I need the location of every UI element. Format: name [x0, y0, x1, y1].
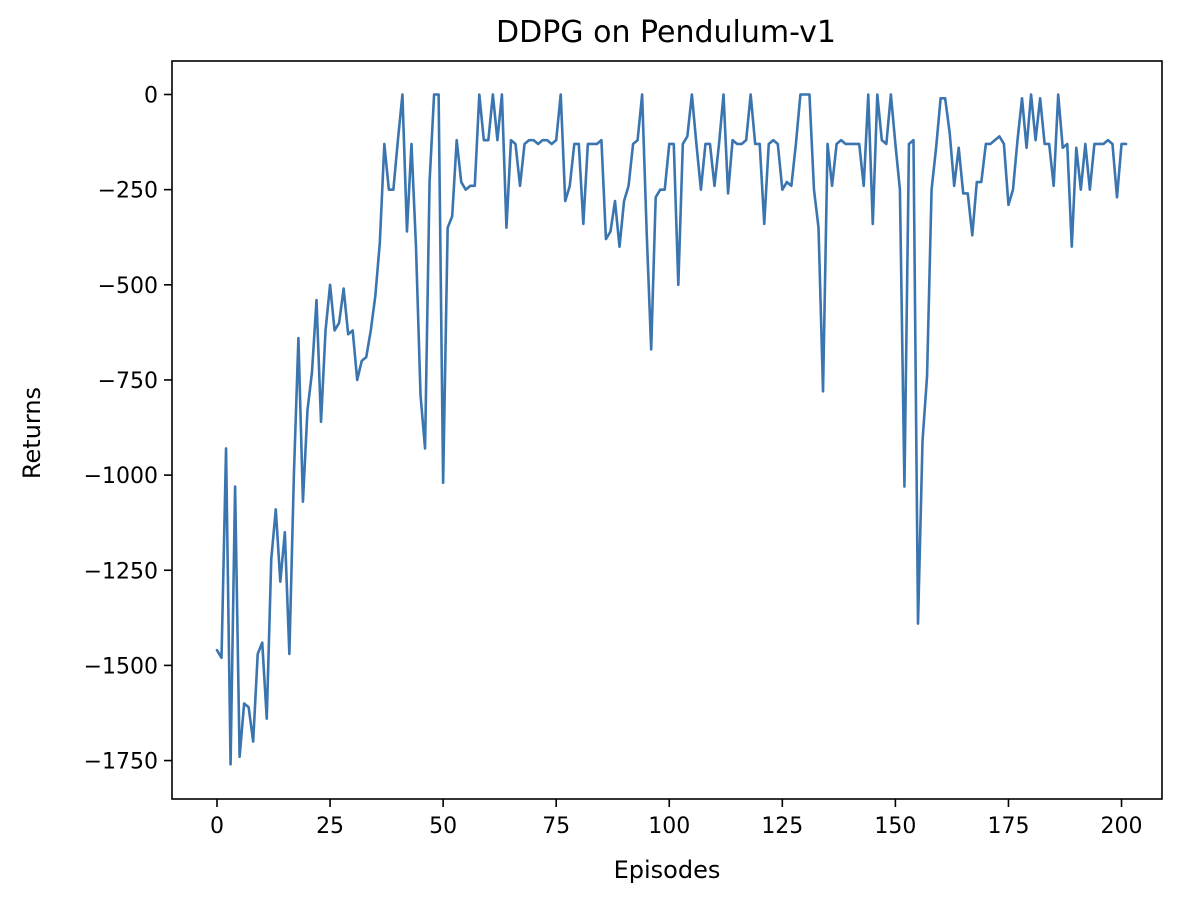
- y-axis-label: Returns: [18, 387, 46, 479]
- chart-title: DDPG on Pendulum-v1: [496, 15, 836, 50]
- x-axis-label: Episodes: [614, 856, 721, 884]
- y-tick-label: −250: [98, 179, 158, 204]
- x-tick-label: 100: [648, 814, 690, 839]
- y-tick-label: −500: [98, 274, 158, 299]
- y-tick-label: −1500: [84, 654, 158, 679]
- x-tick-label: 0: [210, 814, 224, 839]
- x-tick-label: 175: [987, 814, 1029, 839]
- y-tick-label: −750: [98, 369, 158, 394]
- x-tick-label: 25: [316, 814, 344, 839]
- y-tick-label: −1750: [84, 750, 158, 775]
- series-line: [215, 93, 1128, 766]
- x-tick-label: 75: [542, 814, 570, 839]
- x-tick-label: 50: [429, 814, 457, 839]
- x-tick-label: 200: [1101, 814, 1143, 839]
- x-axis: 0 25 50 75 100 125 150 175 200: [210, 799, 1143, 839]
- y-tick-label: −1250: [84, 559, 158, 584]
- plot-area: [215, 93, 1128, 766]
- plot-frame: [171, 60, 1163, 800]
- y-axis: 0 −250 −500 −750 −1000 −1250 −1500 −1750: [84, 83, 172, 775]
- x-tick-label: 125: [761, 814, 803, 839]
- x-tick-label: 150: [874, 814, 916, 839]
- y-tick-label: −1000: [84, 464, 158, 489]
- y-tick-label: 0: [144, 83, 158, 108]
